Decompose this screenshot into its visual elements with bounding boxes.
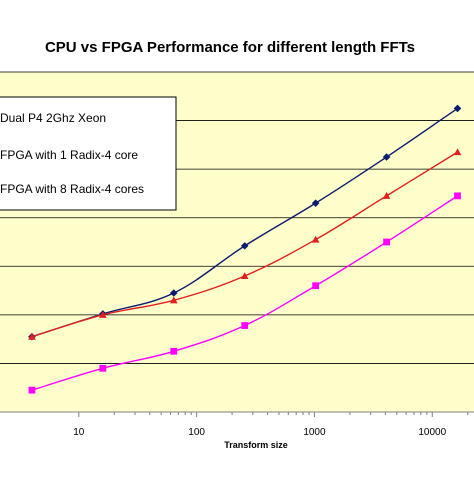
legend-label: Dual P4 2Ghz Xeon: [0, 111, 106, 125]
data-point-triangle: [169, 296, 178, 304]
legend-box: [0, 96, 177, 211]
data-point-diamond: [311, 199, 320, 207]
data-point-square: [170, 347, 178, 355]
data-point-triangle: [28, 332, 36, 340]
data-point-triangle: [311, 235, 320, 243]
data-point-square: [454, 192, 461, 200]
x-tick-label: 1000: [303, 427, 326, 438]
data-point-diamond: [382, 153, 391, 161]
data-point-triangle: [240, 272, 249, 280]
data-point-diamond: [453, 104, 462, 113]
x-tick-label: 10000: [418, 427, 446, 438]
data-point-square: [241, 322, 249, 329]
data-point-square: [383, 238, 390, 246]
data-point-triangle: [382, 192, 391, 199]
data-point-triangle: [99, 311, 107, 318]
series-square: [28, 192, 461, 394]
legend-label: FPGA with 8 Radix-4 cores: [0, 182, 144, 196]
data-point-square: [312, 282, 320, 290]
data-point-diamond: [240, 242, 249, 250]
series-layer: [28, 104, 462, 394]
data-point-square: [99, 364, 107, 372]
legend: Dual P4 2Ghz Xeon FPGA with 1 Radix-4 cor…: [0, 96, 177, 211]
data-point-square: [28, 386, 36, 394]
x-axis-label: Transform size: [224, 440, 288, 450]
data-point-diamond: [169, 289, 178, 297]
data-point-triangle: [453, 148, 462, 156]
legend-items: Dual P4 2Ghz Xeon FPGA with 1 Radix-4 cor…: [0, 111, 144, 196]
series-triangle: [28, 148, 462, 340]
chart-title: CPU vs FPGA Performance for different le…: [45, 39, 415, 56]
legend-label: FPGA with 1 Radix-4 core: [0, 148, 138, 162]
x-axis: 10 100 1000 10000: [0, 411, 474, 438]
x-tick-label: 100: [188, 427, 205, 438]
x-tick-label: 10: [73, 427, 85, 438]
